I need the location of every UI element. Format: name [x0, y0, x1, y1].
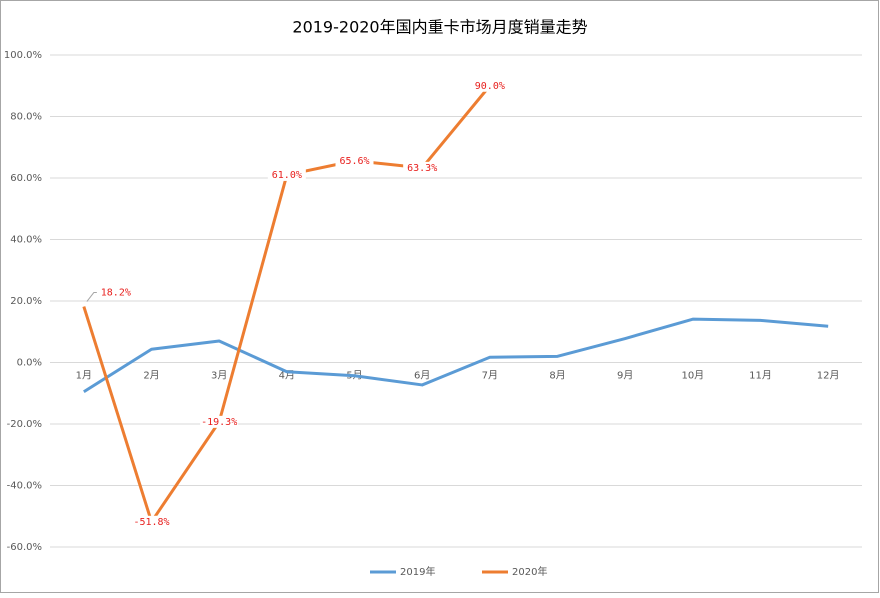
- y-tick-label: -40.0%: [7, 481, 42, 492]
- data-label-bg: [403, 161, 442, 174]
- y-tick-label: 100.0%: [4, 50, 42, 61]
- y-tick-label: -60.0%: [7, 542, 42, 553]
- y-tick-label: 40.0%: [10, 235, 42, 246]
- data-label: -51.8%: [133, 517, 169, 528]
- y-tick-label: -20.0%: [7, 419, 42, 430]
- legend-label: 2019年: [400, 565, 435, 578]
- data-label: 18.2%: [101, 288, 131, 299]
- x-tick-label: 6月: [414, 370, 430, 382]
- x-tick-label: 3月: [211, 370, 227, 382]
- data-label: -19.3%: [201, 417, 237, 428]
- x-tick-label: 8月: [549, 370, 565, 382]
- data-label: 65.6%: [339, 156, 369, 167]
- legend-label: 2020年: [512, 565, 547, 578]
- y-tick-label: 80.0%: [10, 112, 42, 123]
- data-label: 90.0%: [475, 81, 505, 92]
- x-tick-label: 9月: [617, 370, 633, 382]
- data-label-bg: [96, 286, 135, 299]
- y-tick-label: 60.0%: [10, 173, 42, 184]
- x-tick-label: 10月: [681, 370, 704, 382]
- x-tick-label: 1月: [76, 370, 92, 382]
- x-tick-label: 2月: [143, 370, 159, 382]
- x-tick-label: 12月: [817, 370, 840, 382]
- x-tick-label: 7月: [482, 370, 498, 382]
- y-tick-label: 20.0%: [10, 296, 42, 307]
- data-label: 63.3%: [407, 163, 437, 174]
- data-label-bg: [267, 168, 306, 181]
- data-label-bg: [470, 79, 509, 92]
- data-label-bg: [132, 515, 171, 528]
- chart-title: 2019-2020年国内重卡市场月度销量走势: [292, 18, 587, 37]
- data-label-bg: [335, 154, 374, 167]
- y-tick-label: 0.0%: [17, 358, 42, 369]
- x-tick-label: 11月: [749, 370, 772, 382]
- data-label: 61.0%: [272, 170, 302, 181]
- line-series: [83, 317, 829, 393]
- data-label-bg: [200, 415, 239, 428]
